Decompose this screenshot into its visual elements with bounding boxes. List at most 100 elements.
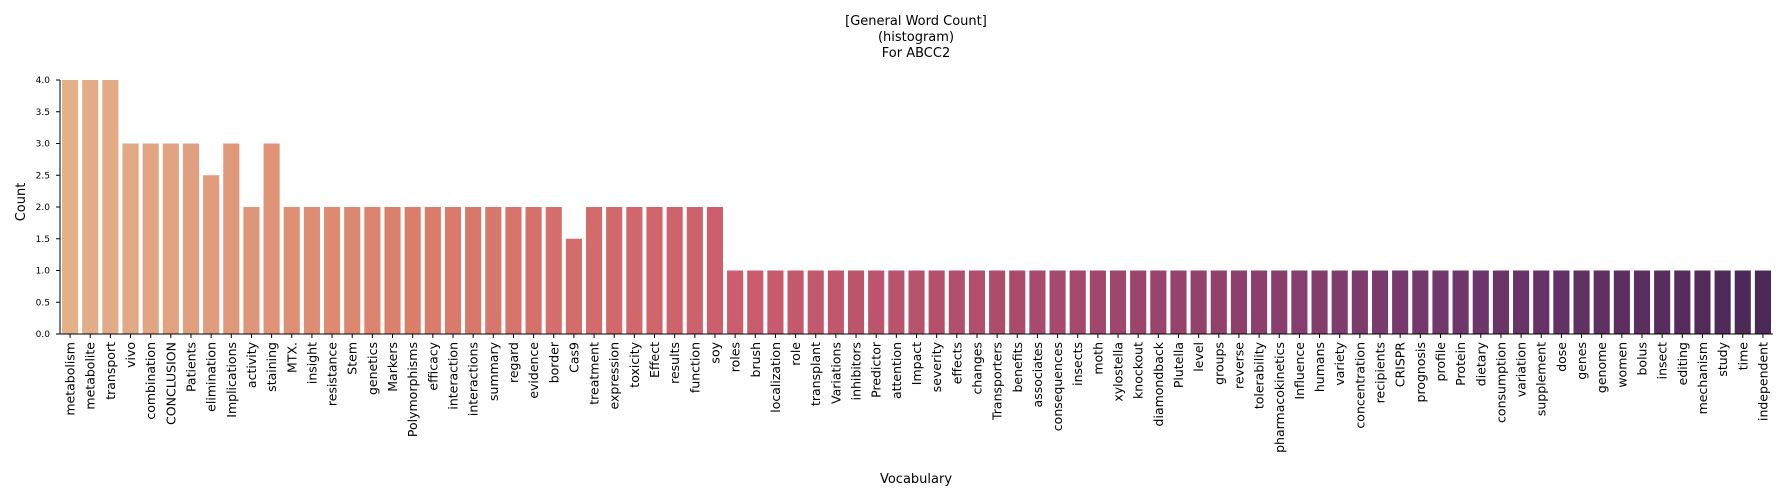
bar-moth	[1089, 270, 1106, 334]
x-axis-label: Vocabulary	[880, 472, 952, 487]
bar-insects	[1069, 270, 1086, 334]
x-tick-label: insect	[1655, 342, 1670, 379]
bar-localization	[767, 270, 784, 334]
x-tick-label: effects	[949, 342, 964, 384]
bar-transport	[102, 80, 119, 334]
x-tick-label: profile	[1433, 342, 1448, 382]
bar-impact	[908, 270, 925, 334]
x-tick-label: prognosis	[1413, 342, 1428, 402]
x-tick-label: editing	[1675, 342, 1690, 385]
bar-genome	[1593, 270, 1610, 334]
x-tick-label: variety	[1332, 341, 1347, 385]
x-tick-label: Stem	[345, 342, 360, 375]
x-tick-label: border	[546, 341, 561, 383]
x-tick-label: MTX.	[284, 342, 299, 373]
x-tick-label: Effect	[647, 342, 662, 378]
x-tick-label: Protein	[1453, 342, 1468, 386]
x-tick-label: level	[1191, 342, 1206, 372]
bar-xylostella	[1109, 270, 1127, 334]
bar-associates	[1029, 270, 1046, 334]
x-tick-label: insight	[304, 342, 319, 384]
x-tick-label: bolus	[1635, 342, 1650, 376]
x-tick-label: dietary	[1473, 341, 1488, 386]
bar-groups	[1210, 270, 1227, 334]
x-tick-label: summary	[486, 341, 501, 401]
chart-title-line-1: [General Word Count]	[845, 14, 987, 29]
x-tick-label: women	[1614, 342, 1629, 388]
x-tick-label: genome	[1594, 342, 1609, 393]
bar-effects	[948, 270, 965, 334]
x-tick-label: diamondback	[1151, 341, 1166, 426]
x-tick-label: associates	[1030, 342, 1045, 407]
y-axis: 0.0 0.5 1.0 1.5 2.0 2.5 3.0 3.5 4.0	[36, 76, 61, 340]
bar-protein	[1452, 270, 1469, 334]
bar-study	[1714, 270, 1731, 334]
bar-implications	[223, 143, 240, 334]
x-axis: metabolism metabolite transport vivo combina…	[60, 333, 1773, 453]
y-tick-label: 2.5	[36, 171, 50, 181]
bar-dose	[1553, 270, 1570, 334]
x-tick-label: metabolism	[63, 342, 78, 416]
x-tick-label: pharmacokinetics	[1272, 342, 1287, 453]
bar-tolerability	[1251, 270, 1268, 334]
x-tick-label: consequences	[1050, 342, 1065, 431]
x-tick-label: variation	[1514, 342, 1529, 397]
bar-recipients	[1371, 270, 1389, 334]
bar-benefits	[1009, 270, 1026, 334]
bar-elimination	[203, 175, 220, 334]
x-tick-label: genes	[1574, 342, 1589, 380]
bar-role	[787, 270, 804, 334]
x-tick-label: Cas9	[566, 342, 581, 373]
bars-group	[62, 80, 1771, 334]
bar-regard	[505, 207, 522, 334]
x-tick-label: toxicity	[627, 341, 642, 387]
bar-consequences	[1049, 270, 1066, 334]
bar-variations	[827, 270, 844, 334]
bar-variation	[1513, 270, 1530, 334]
x-tick-label: Variations	[828, 342, 843, 404]
bar-treatment	[585, 207, 603, 334]
y-axis-label: Count	[14, 183, 29, 222]
bar-insight	[303, 207, 320, 334]
y-tick-label: 0.5	[36, 298, 50, 308]
x-tick-label: tolerability	[1252, 341, 1267, 409]
x-tick-label: independent	[1755, 342, 1770, 421]
bar-markers	[384, 207, 401, 334]
bar-results	[666, 207, 683, 334]
x-tick-label: Influence	[1292, 342, 1307, 400]
bar-genes	[1573, 270, 1590, 334]
x-tick-label: concentration	[1352, 342, 1367, 429]
bar-severity	[928, 270, 945, 334]
bar-conclusion	[162, 143, 179, 334]
x-tick-label: Patients	[183, 342, 198, 392]
bar-profile	[1432, 270, 1449, 334]
x-tick-label: Transporters	[990, 342, 1005, 421]
bar-combination	[142, 143, 159, 334]
bar-predictor	[868, 270, 885, 334]
x-tick-label: supplement	[1534, 342, 1549, 416]
x-tick-label: severity	[929, 341, 944, 392]
x-tick-label: function	[687, 342, 702, 393]
x-tick-label: reverse	[1231, 342, 1246, 389]
bar-patients	[182, 143, 200, 334]
x-tick-label: groups	[1211, 342, 1226, 385]
bar-pharmacokinetics	[1271, 270, 1288, 334]
x-tick-label: Polymorphisms	[405, 342, 420, 437]
x-tick-label: transport	[103, 342, 118, 400]
x-tick-label: attention	[889, 342, 904, 399]
bar-humans	[1311, 270, 1328, 334]
x-tick-label: combination	[143, 342, 158, 420]
y-tick-label: 3.5	[36, 108, 50, 118]
y-tick-label: 1.5	[36, 235, 50, 245]
x-tick-label: transplant	[808, 342, 823, 406]
bar-staining	[263, 143, 280, 334]
bar-function	[686, 207, 703, 334]
x-tick-label: Implications	[224, 342, 239, 418]
bar-vivo	[122, 143, 139, 334]
bar-attention	[888, 270, 905, 334]
bar-bolus	[1633, 270, 1651, 334]
x-tick-label: humans	[1312, 342, 1327, 392]
bar-level	[1190, 270, 1207, 334]
x-tick-label: vivo	[123, 342, 138, 368]
x-tick-label: Predictor	[869, 341, 884, 398]
